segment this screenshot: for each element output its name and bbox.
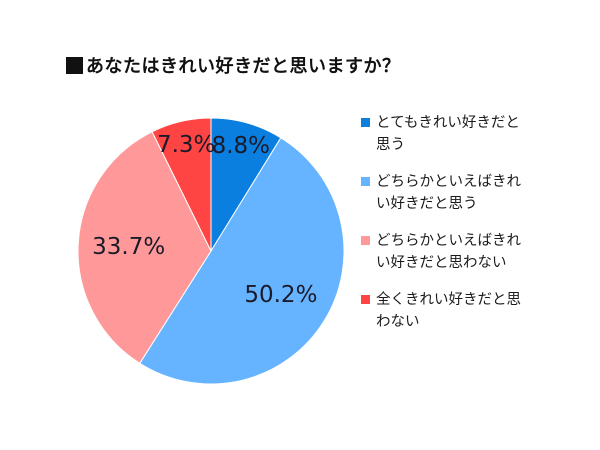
legend-label-line1: どちらかといえばきれ — [376, 233, 521, 249]
legend-label-line1: どちらかといえばきれ — [376, 174, 521, 190]
slice-label-somewhat-clean: 50.2% — [244, 281, 318, 308]
legend-marker-pink — [361, 236, 370, 245]
slice-label-somewhat-not-clean: 33.7% — [92, 233, 166, 260]
pie-slice-somewhat-not-clean — [77, 131, 212, 364]
chart-title: あなたはきれい好きだと思いますか？ — [66, 52, 401, 78]
legend-marker-red — [361, 295, 370, 304]
legend-item-somewhat-not-clean: どちらかといえばきれ い好きだと思わない — [361, 230, 571, 274]
legend-marker-light-blue — [361, 177, 370, 186]
chart-legend: とてもきれい好きだと 思う どちらかといえばきれ い好きだと思う どちらかといえ… — [361, 112, 571, 348]
legend-marker-dark-blue — [361, 118, 370, 127]
legend-label-line2: い好きだと思う — [376, 196, 478, 212]
slice-label-very-clean: 8.8% — [211, 133, 271, 160]
chart-title-text: あなたはきれい好きだと思いますか？ — [86, 56, 401, 77]
slice-label-not-clean-at-all: 7.3% — [156, 131, 216, 158]
legend-label-line1: 全くきれい好きだと思 — [376, 292, 521, 308]
pie-slice-not-clean-at-all — [151, 117, 212, 252]
legend-label-line2: わない — [376, 314, 420, 330]
legend-item-not-clean-at-all: 全くきれい好きだと思 わない — [361, 289, 571, 333]
pie-slices — [77, 117, 345, 385]
legend-label-line1: とてもきれい好きだと — [376, 115, 520, 131]
legend-item-very-clean: とてもきれい好きだと 思う — [361, 112, 571, 156]
pie-slice-somewhat-clean — [139, 137, 345, 385]
legend-label-line2: い好きだと思わない — [376, 255, 507, 271]
title-square-marker — [66, 57, 83, 74]
legend-item-somewhat-clean: どちらかといえばきれ い好きだと思う — [361, 171, 571, 215]
legend-label-line2: 思う — [376, 137, 405, 153]
